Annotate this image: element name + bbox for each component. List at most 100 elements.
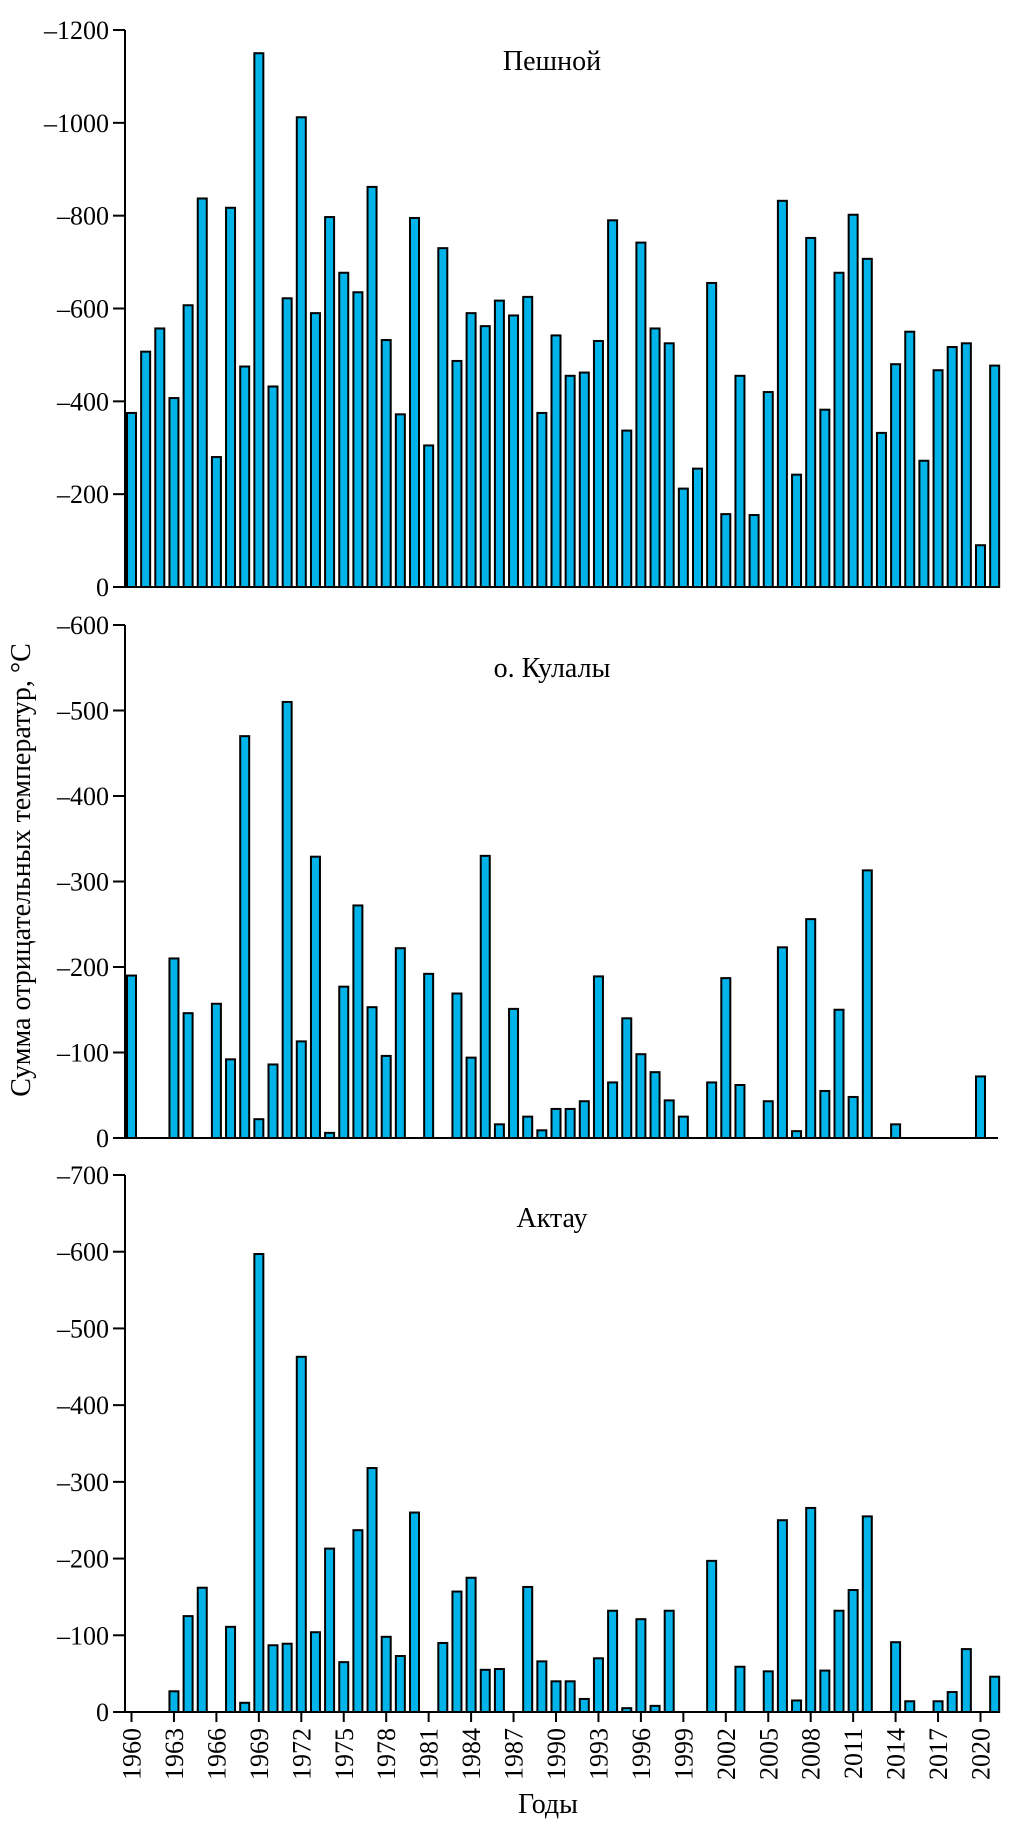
y-tick-label-1-1: –100 xyxy=(56,1039,109,1068)
bar-2-2001 xyxy=(706,1559,718,1713)
y-tick-label-2-7: –700 xyxy=(56,1161,109,1190)
x-tick-label-1996: 1996 xyxy=(627,1728,656,1780)
bar-2-2015 xyxy=(904,1700,916,1714)
bar-0-1980 xyxy=(409,216,420,589)
bar-0-2001 xyxy=(706,281,718,588)
bar-1-2003 xyxy=(734,1083,746,1139)
bar-2-1972 xyxy=(295,1355,307,1714)
bar-1-1971 xyxy=(281,700,293,1139)
bar-1-2014 xyxy=(890,1123,902,1139)
bar-1-1994 xyxy=(607,1081,619,1140)
bar-0-1999 xyxy=(677,487,689,589)
bar-2-1970 xyxy=(267,1644,279,1714)
bar-1-1988 xyxy=(522,1115,534,1140)
bar-1-1970 xyxy=(267,1063,279,1139)
bar-0-1983 xyxy=(451,359,463,589)
bar-0-2003 xyxy=(734,374,746,588)
bar-0-2000 xyxy=(692,467,703,589)
bar-0-1987 xyxy=(508,314,520,588)
x-tick-label-2002: 2002 xyxy=(712,1728,741,1780)
bar-0-2019 xyxy=(960,342,972,588)
bar-2-1983 xyxy=(451,1590,463,1714)
bar-0-1961 xyxy=(140,350,152,589)
bar-1-1966 xyxy=(210,1002,222,1140)
bar-1-2008 xyxy=(805,918,817,1139)
y-tick-label-0-2: –400 xyxy=(56,387,109,416)
bar-2-2014 xyxy=(890,1641,902,1713)
bar-2-2009 xyxy=(819,1669,831,1713)
x-tick-label-2014: 2014 xyxy=(882,1728,911,1780)
bar-0-2015 xyxy=(904,330,916,588)
bar-1-1989 xyxy=(536,1129,548,1140)
bar-0-1972 xyxy=(295,116,307,588)
bar-1-2020 xyxy=(975,1075,986,1139)
bar-2-1988 xyxy=(522,1585,534,1713)
y-tick-label-2-4: –400 xyxy=(56,1391,109,1420)
x-tick-label-1972: 1972 xyxy=(287,1728,316,1780)
bar-2-1991 xyxy=(564,1680,576,1714)
bar-0-1984 xyxy=(465,312,477,588)
y-tick-label-0-3: –600 xyxy=(56,295,109,324)
bar-2-2008 xyxy=(805,1506,817,1713)
bar-0-2008 xyxy=(805,236,817,588)
x-tick-label-1999: 1999 xyxy=(669,1728,698,1780)
bar-1-1975 xyxy=(338,985,350,1139)
y-axis-title: Сумма отрицательных температур, °С xyxy=(6,643,37,1097)
bar-1-1977 xyxy=(366,1006,378,1139)
bar-0-1964 xyxy=(182,304,194,588)
bar-0-1976 xyxy=(352,291,364,588)
x-tick-label-1990: 1990 xyxy=(542,1728,571,1780)
bar-1-1968 xyxy=(239,735,251,1140)
bar-0-1968 xyxy=(239,365,251,588)
bar-1-1969 xyxy=(253,1118,265,1139)
bar-2-1965 xyxy=(196,1586,208,1713)
bar-1-1976 xyxy=(352,904,364,1139)
bar-0-2010 xyxy=(833,271,845,588)
bar-2-1974 xyxy=(324,1547,336,1713)
bar-1-2011 xyxy=(847,1095,859,1139)
bar-2-1969 xyxy=(253,1253,265,1714)
bar-0-2012 xyxy=(861,257,873,588)
bar-2-2021 xyxy=(989,1675,1001,1713)
bar-1-1967 xyxy=(225,1058,237,1139)
bar-2-1990 xyxy=(550,1680,562,1714)
bar-0-2016 xyxy=(918,459,930,588)
bar-0-2002 xyxy=(720,513,732,589)
bar-1-1984 xyxy=(465,1056,477,1140)
bar-1-1991 xyxy=(564,1107,576,1140)
bar-0-1994 xyxy=(607,219,619,588)
bar-1-1997 xyxy=(649,1071,661,1140)
bar-0-2007 xyxy=(791,473,803,589)
bar-0-1985 xyxy=(479,325,491,588)
bar-2-2005 xyxy=(762,1670,774,1713)
bar-1-1987 xyxy=(508,1007,520,1140)
bar-1-1972 xyxy=(295,1040,307,1140)
bar-2-1977 xyxy=(366,1467,378,1714)
y-tick-label-2-3: –300 xyxy=(56,1468,109,1497)
y-tick-label-1-5: –500 xyxy=(56,697,109,726)
bar-0-1971 xyxy=(281,297,293,588)
bar-2-1973 xyxy=(309,1631,321,1713)
x-tick-label-1984: 1984 xyxy=(457,1728,486,1780)
bar-0-1991 xyxy=(564,374,576,588)
x-tick-label-1981: 1981 xyxy=(415,1728,444,1780)
x-tick-label-1987: 1987 xyxy=(500,1728,529,1780)
y-tick-label-2-1: –100 xyxy=(56,1621,109,1650)
bar-2-2006 xyxy=(776,1519,788,1713)
bar-2-1992 xyxy=(578,1697,590,1713)
bar-0-2011 xyxy=(847,213,859,589)
bar-0-1960 xyxy=(126,411,137,588)
bar-1-1998 xyxy=(663,1099,675,1140)
bar-2-1998 xyxy=(663,1609,675,1713)
bar-0-1990 xyxy=(550,334,562,589)
bar-0-1966 xyxy=(210,456,222,588)
x-tick-label-2020: 2020 xyxy=(967,1728,996,1780)
bar-2-1982 xyxy=(437,1641,449,1713)
bar-2-1968 xyxy=(239,1701,251,1714)
bar-1-2009 xyxy=(819,1089,831,1139)
bar-1-1992 xyxy=(578,1100,590,1139)
bar-2-1986 xyxy=(493,1668,505,1714)
bar-0-1967 xyxy=(225,206,237,588)
bar-1-2010 xyxy=(833,1008,845,1139)
